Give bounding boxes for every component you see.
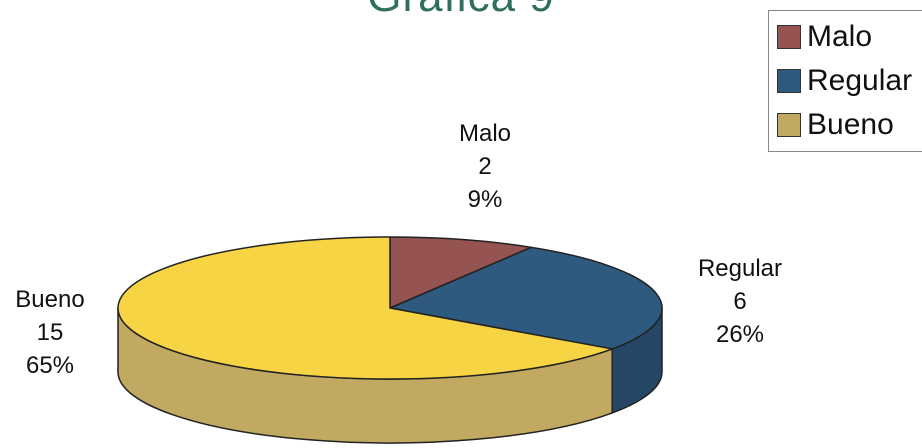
data-label-bueno-value: 15 [36, 319, 64, 346]
legend-item-malo: Malo [777, 19, 872, 55]
data-label-regular: Regular 6 26% [680, 252, 800, 351]
data-label-malo-name: Malo [458, 120, 512, 147]
legend-label-regular: Regular [807, 64, 913, 97]
legend-swatch-bueno [777, 113, 801, 137]
pie-slice-regular [389, 246, 663, 350]
data-label-malo-percent: 9% [467, 186, 503, 213]
legend-swatch-malo [777, 25, 801, 49]
pie-slice-malo [389, 236, 533, 309]
pie-slice-bueno [117, 236, 613, 380]
data-label-regular-percent: 26% [715, 321, 765, 348]
legend-label-bueno: Bueno [807, 108, 894, 141]
chart-title: Gráfica 9 [0, 0, 922, 22]
legend-swatch-regular [777, 69, 801, 93]
legend: Malo Regular Bueno [768, 10, 922, 152]
data-label-bueno-percent: 65% [25, 352, 75, 379]
legend-label-malo: Malo [807, 20, 873, 53]
data-label-bueno: Bueno 15 65% [0, 283, 100, 382]
data-label-regular-value: 6 [733, 288, 747, 315]
data-label-bueno-name: Bueno [15, 286, 85, 313]
data-label-malo: Malo 2 9% [430, 117, 540, 216]
legend-item-regular: Regular [777, 63, 912, 99]
legend-item-bueno: Bueno [777, 107, 894, 143]
data-label-malo-value: 2 [478, 153, 492, 180]
data-label-regular-name: Regular [697, 255, 783, 282]
